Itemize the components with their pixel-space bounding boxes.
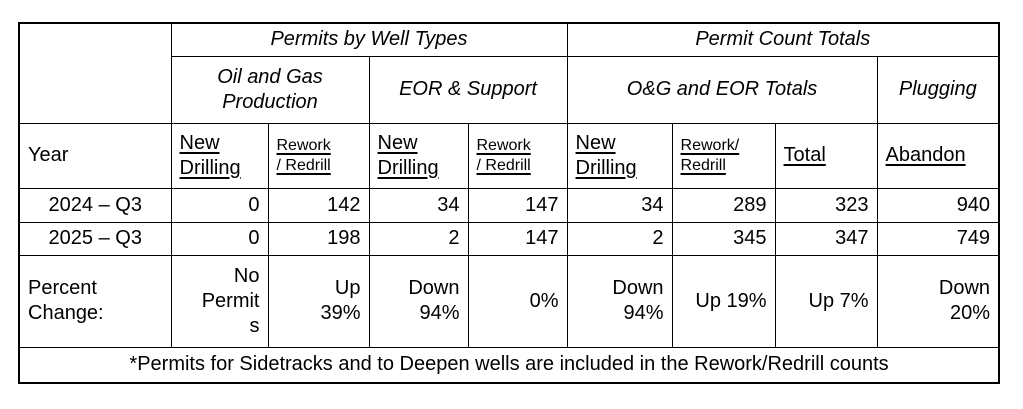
cell-2025-rework-eor: 147	[467, 221, 568, 256]
group-header-permits-by-well-types: Permits by Well Types	[170, 22, 568, 57]
section-header-oil-and-gas-production: Oil and Gas Production	[170, 55, 370, 124]
column-header-rework-redrill-totals: Rework/ Redrill	[671, 122, 776, 189]
row-label-percent-change: Percent Change:	[18, 254, 172, 348]
column-header-rework-redrill-oilgas: Rework / Redrill	[267, 122, 370, 189]
cell-2025-rework-oilgas: 198	[267, 221, 370, 256]
column-header-new-drilling-eor: New Drilling	[368, 122, 469, 189]
column-header-row: Year New Drilling Rework / Redrill New D…	[18, 122, 1000, 189]
column-header-rework-redrill-eor: Rework / Redrill	[467, 122, 568, 189]
footnote-row: *Permits for Sidetracks and to Deepen we…	[18, 346, 1000, 384]
cell-2024-rework-total: 289	[671, 187, 776, 223]
column-header-total: Total	[774, 122, 878, 189]
corner-empty-cell	[18, 22, 172, 124]
group-header-row: Permits by Well Types Permit Count Total…	[18, 22, 1000, 124]
section-header-eor-and-support: EOR & Support	[368, 55, 568, 124]
cell-pct-rework-eor: 0%	[467, 254, 568, 348]
column-header-abandon: Abandon	[876, 122, 1000, 189]
cell-2025-new-drilling-total: 2	[566, 221, 673, 256]
column-header-new-drilling-totals: New Drilling	[566, 122, 673, 189]
cell-pct-new-drilling-total: Down 94%	[566, 254, 673, 348]
cell-2025-abandon: 749	[876, 221, 1000, 256]
column-header-new-drilling-oilgas: New Drilling	[170, 122, 269, 189]
cell-pct-total: Up 7%	[774, 254, 878, 348]
footnote-text: *Permits for Sidetracks and to Deepen we…	[18, 346, 1000, 384]
cell-2025-total: 347	[774, 221, 878, 256]
section-header-og-and-eor-totals: O&G and EOR Totals	[566, 55, 878, 124]
percent-change-row: Percent Change: No Permit s Up 39% Down …	[18, 254, 1000, 348]
section-header-plugging: Plugging	[876, 55, 1000, 124]
cell-2024-new-drilling-total: 34	[566, 187, 673, 223]
cell-pct-rework-total: Up 19%	[671, 254, 776, 348]
cell-2025-new-drilling-eor: 2	[368, 221, 469, 256]
cell-2024-new-drilling-eor: 34	[368, 187, 469, 223]
group-header-permit-count-totals: Permit Count Totals	[566, 22, 1000, 57]
cell-pct-abandon: Down 20%	[876, 254, 1000, 348]
cell-pct-new-drilling-oilgas: No Permit s	[170, 254, 269, 348]
cell-2024-total: 323	[774, 187, 878, 223]
row-label-2025-q3: 2025 – Q3	[18, 221, 172, 256]
column-header-year: Year	[18, 122, 172, 189]
cell-pct-rework-oilgas: Up 39%	[267, 254, 370, 348]
data-row-2024-q3: 2024 – Q3 0 142 34 147 34 289 323 940	[18, 187, 1000, 223]
cell-2024-rework-oilgas: 142	[267, 187, 370, 223]
data-row-2025-q3: 2025 – Q3 0 198 2 147 2 345 347 749	[18, 221, 1000, 256]
section-header-row: Oil and Gas Production EOR & Support O&G…	[19, 55, 1000, 124]
row-label-2024-q3: 2024 – Q3	[18, 187, 172, 223]
cell-2025-rework-total: 345	[671, 221, 776, 256]
cell-pct-new-drilling-eor: Down 94%	[368, 254, 469, 348]
permit-counts-table: Permits by Well Types Permit Count Total…	[18, 22, 1001, 384]
cell-2024-new-drilling-oilgas: 0	[170, 187, 269, 223]
cell-2024-rework-eor: 147	[467, 187, 568, 223]
cell-2024-abandon: 940	[876, 187, 1000, 223]
cell-2025-new-drilling-oilgas: 0	[170, 221, 269, 256]
